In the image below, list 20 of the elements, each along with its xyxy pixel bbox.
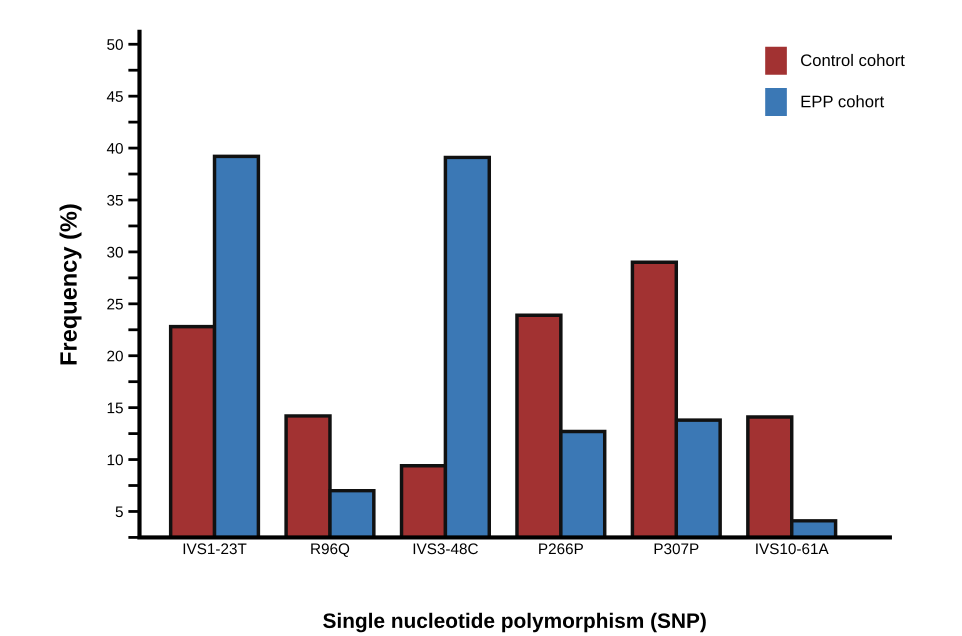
x-tick-label: R96Q: [311, 543, 350, 557]
y-axis-title: Frequency (%): [60, 204, 82, 364]
legend-label: EPP cohort: [802, 95, 884, 108]
y-tick-label: 30: [107, 246, 123, 258]
y-tick-label: 45: [106, 91, 123, 102]
legend-label: Control cohort: [801, 54, 905, 66]
y-tick-label: 35: [107, 194, 123, 206]
x-axis-title: Single nucleotide polymorphism (SNP): [323, 612, 706, 632]
y-tick-label: 5: [116, 506, 123, 518]
y-tick-label: 10: [108, 454, 123, 466]
y-tick-label: 15: [108, 402, 123, 414]
y-tick-label: 50: [107, 39, 123, 50]
y-tick-label: 25: [107, 298, 123, 310]
y-tick-label: 40: [106, 142, 123, 154]
x-tick-label: IVS3-48C: [414, 543, 478, 554]
x-tick-label: IVS1-23T: [184, 543, 246, 554]
y-tick-label: 20: [107, 350, 123, 362]
x-tick-label: IVS10-61A: [756, 543, 829, 554]
x-tick-label: P307P: [654, 543, 698, 554]
x-tick-label: P266P: [539, 543, 583, 554]
